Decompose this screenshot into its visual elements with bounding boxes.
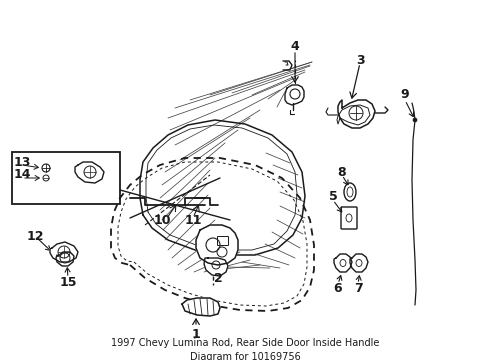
Circle shape [413,118,417,122]
Text: 12: 12 [26,230,44,243]
Text: 8: 8 [338,166,346,179]
Polygon shape [50,242,78,262]
Text: 4: 4 [291,40,299,54]
Polygon shape [182,298,220,316]
Text: 13: 13 [13,156,31,168]
Text: 15: 15 [59,276,77,289]
Text: 2: 2 [214,271,222,284]
Text: 3: 3 [356,54,364,67]
Polygon shape [204,258,228,276]
Polygon shape [285,85,304,105]
Polygon shape [334,254,352,272]
Text: 7: 7 [354,282,363,294]
Text: 6: 6 [334,282,343,294]
Text: 1: 1 [192,328,200,342]
Text: 5: 5 [329,190,338,203]
Text: 9: 9 [401,89,409,102]
Text: 11: 11 [184,213,202,226]
Text: 14: 14 [13,168,31,181]
Text: 1997 Chevy Lumina Rod, Rear Side Door Inside Handle
Diagram for 10169756: 1997 Chevy Lumina Rod, Rear Side Door In… [111,338,379,360]
Polygon shape [196,225,238,265]
Polygon shape [75,162,104,183]
Polygon shape [338,100,375,128]
Polygon shape [350,254,368,272]
Text: 10: 10 [153,213,171,226]
Polygon shape [56,252,74,266]
